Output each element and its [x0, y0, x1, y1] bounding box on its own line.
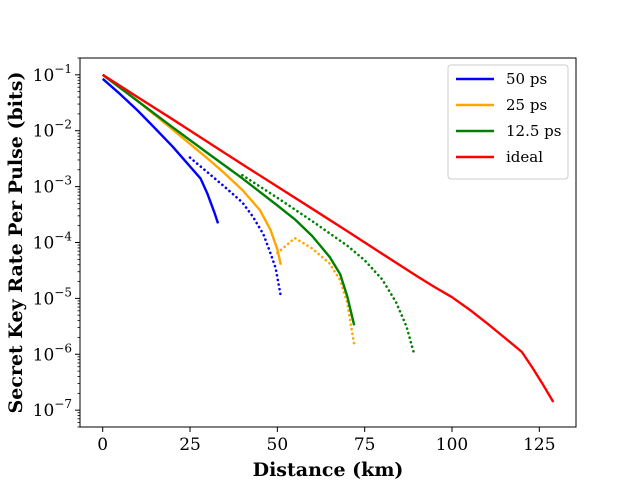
y-tick-label: 10−5 [33, 285, 72, 309]
y-tick-label: 10−2 [33, 118, 72, 142]
x-tick-label: 75 [354, 435, 376, 455]
legend: 50 ps 25 ps 12.5 ps ideal [447, 64, 569, 180]
legend-box [447, 64, 569, 180]
y-tick-label: 10−6 [33, 341, 72, 365]
series-line-50-ps-extension [188, 156, 283, 298]
series-line-25-ps-extension [276, 236, 356, 346]
series-line-12-5-ps-extension [241, 173, 415, 354]
x-tick-label: 50 [267, 435, 289, 455]
x-tick-label: 25 [179, 435, 201, 455]
series-line-50-ps [101, 77, 220, 224]
legend-label: 50 ps [506, 70, 547, 88]
x-tick-label: 0 [97, 435, 108, 455]
legend-label: 25 ps [506, 96, 547, 114]
y-tick-label: 10−1 [33, 62, 72, 86]
y-tick-label: 10−7 [33, 397, 72, 421]
legend-label: ideal [506, 148, 543, 166]
y-tick-label: 10−4 [33, 230, 73, 254]
y-axis-label: Secret Key Rate Per Pulse (bits) [5, 72, 27, 414]
series-line-ideal [102, 73, 555, 403]
x-tick-label: 100 [436, 435, 468, 455]
x-tick-label: 125 [523, 435, 555, 455]
x-axis-label: Distance (km) [253, 459, 404, 480]
ticks-layer: 0 25 50 75 100 125 10−7 10−6 10−5 10−4 10−3 10−2 10−… [33, 57, 556, 455]
y-tick-label: 10−3 [33, 174, 72, 198]
legend-label: 12.5 ps [506, 122, 561, 140]
series-layer [101, 73, 555, 403]
series-line-12-5-ps [101, 73, 356, 326]
